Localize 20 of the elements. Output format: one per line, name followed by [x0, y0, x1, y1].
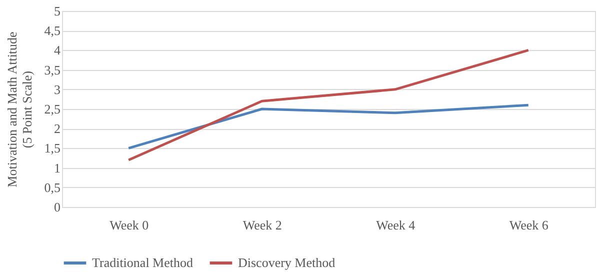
line-series [127, 104, 530, 150]
legend-label: Discovery Method [238, 255, 336, 270]
x-tick-label: Week 2 [242, 218, 282, 232]
y-tick-label: 3 [54, 82, 60, 97]
legend-label: Traditional Method [92, 255, 194, 270]
x-tick-label: Week 6 [509, 218, 549, 232]
y-tick-label: 5 [54, 4, 60, 18]
y-tick-label: 2 [54, 121, 60, 136]
y-tick-label: 4,5 [44, 23, 60, 38]
y-axis-title: Motivation and Math Attitude (5 Point Scale) [4, 31, 34, 188]
y-tick-label: 0,5 [44, 180, 60, 195]
y-tick-label: 1,5 [44, 140, 60, 156]
y-tick-label: 0 [54, 200, 60, 214]
y-tick-label: 2,5 [44, 102, 60, 116]
y-tick-label: 1 [54, 160, 60, 176]
line-series [127, 48, 530, 162]
y-tick-label: 4 [54, 42, 61, 58]
y-tick-label: 3,5 [44, 62, 60, 78]
x-tick-label: Week 4 [376, 218, 416, 232]
x-tick-label: Week 0 [110, 218, 149, 232]
